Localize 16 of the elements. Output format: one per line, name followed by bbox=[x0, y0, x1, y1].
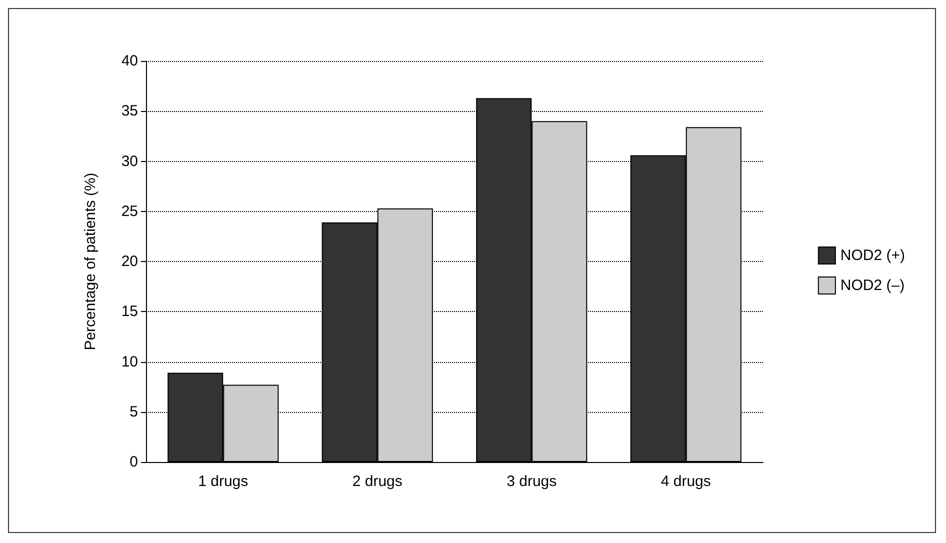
y-tick-label: 30 bbox=[121, 152, 138, 170]
legend-label: NOD2 (+) bbox=[840, 247, 906, 264]
y-tick-label: 15 bbox=[121, 303, 138, 320]
x-tick-label: 2 drugs bbox=[352, 473, 402, 490]
y-tick-label: 0 bbox=[130, 454, 138, 470]
legend-label: NOD2 (–) bbox=[840, 277, 905, 294]
y-tick-label: 40 bbox=[121, 52, 138, 70]
y-tick-label: 10 bbox=[121, 353, 138, 370]
y-tick-label: 5 bbox=[130, 403, 138, 420]
y-tick-label: 20 bbox=[121, 253, 138, 270]
y-tick-label: 25 bbox=[121, 202, 138, 220]
y-tick-label: 35 bbox=[121, 102, 138, 120]
x-tick-label: 1 drugs bbox=[198, 473, 248, 490]
y-axis-title: Percentage of patients (%) bbox=[82, 172, 99, 350]
x-tick-label: 4 drugs bbox=[660, 473, 711, 490]
x-tick-label: 3 drugs bbox=[506, 473, 557, 490]
